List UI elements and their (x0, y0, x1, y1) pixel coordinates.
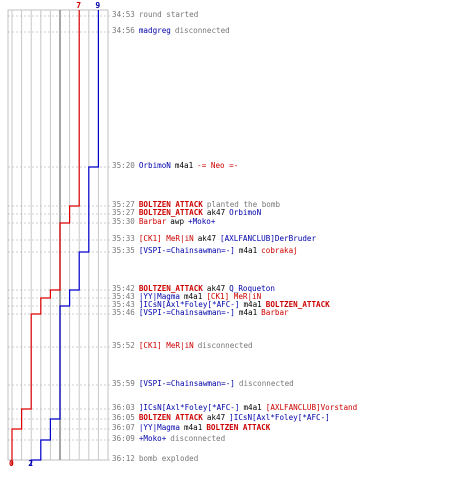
event-time: 35:35 (112, 246, 135, 255)
event-time: 35:20 (112, 161, 135, 170)
event-action: bomb exploded (138, 454, 199, 463)
event-time: 35:33 (112, 234, 135, 243)
weapon-name: ak47 (206, 208, 226, 217)
red-team-count-line (11, 10, 80, 465)
blue-start-count: 9 (95, 1, 101, 10)
player-name: [CK1] MeR|iN (206, 292, 262, 301)
weapon-name: ak47 (197, 234, 217, 243)
player-name: BOLTZEN_ATTACK (265, 300, 330, 309)
event-time: 35:59 (112, 379, 135, 388)
event-row: 35:43 |YY|Magma m4a1 [CK1] MeR|iN (112, 292, 261, 302)
player-name: BOLTZEN ATTACK (138, 413, 203, 422)
player-name: Q_Roqueton (229, 284, 275, 293)
player-name: madgreg (138, 26, 171, 35)
event-row: 36:12 bomb exploded (112, 454, 198, 464)
event-time: 35:42 (112, 284, 135, 293)
event-row: 34:56 madgreg disconnected (112, 26, 230, 36)
event-action: disconnected (238, 379, 294, 388)
event-time: 36:09 (112, 434, 135, 443)
event-row: 35:30 Barbar awp +Moko+ (112, 217, 215, 227)
weapon-name: ak47 (206, 284, 226, 293)
player-name: [AXLFANCLUB]DerBruder (220, 234, 317, 243)
player-name: [CK1] MeR|iN (138, 341, 194, 350)
player-name: |YY|Magma (138, 423, 181, 432)
blue-end-count: 2 (28, 459, 34, 468)
player-name: ]ICsN[Axl*Foley[*AFC-] (138, 300, 240, 309)
event-time: 35:46 (112, 308, 135, 317)
event-row: 35:46 [VSPI-=Chainsawman=-] m4a1 Barbar (112, 308, 289, 318)
player-name: BOLTZEN_ATTACK (138, 208, 203, 217)
event-row: 36:07 |YY|Magma m4a1 BOLTZEN ATTACK (112, 423, 270, 433)
event-row: 35:33 [CK1] MeR|iN ak47 [AXLFANCLUB]DerBrud… (112, 234, 316, 244)
player-name: OrbimoN (229, 208, 262, 217)
event-action: round started (138, 10, 199, 19)
player-name: [CK1] MeR|iN (138, 234, 194, 243)
event-row: 34:53 round started (112, 10, 198, 20)
event-time: 35:30 (112, 217, 135, 226)
event-time: 36:05 (112, 413, 135, 422)
player-name: BOLTZEN ATTACK (138, 200, 203, 209)
event-time: 35:52 (112, 341, 135, 350)
event-row: 35:27 BOLTZEN ATTACK planted the bomb (112, 200, 280, 210)
event-row: 35:52 [CK1] MeR|iN disconnected (112, 341, 253, 351)
event-action: disconnected (174, 26, 230, 35)
weapon-name: m4a1 (243, 403, 262, 412)
event-row: 35:43]ICsN[Axl*Foley[*AFC-] m4a1 BOLTZEN_A… (112, 300, 330, 310)
event-row: 36:09 +Moko+ disconnected (112, 434, 225, 444)
weapon-name: m4a1 (238, 246, 258, 255)
event-time: 36:07 (112, 423, 135, 432)
event-time: 35:27 (112, 200, 135, 209)
event-time: 35:27 (112, 208, 135, 217)
player-name: ]ICsN[Axl*Foley[*AFC-] (138, 403, 240, 412)
event-time: 35:43 (112, 300, 135, 309)
player-name: |YY|Magma (138, 292, 181, 301)
event-action: disconnected (170, 434, 226, 443)
player-name: [VSPI-=Chainsawman=-] (138, 379, 235, 388)
event-time: 34:56 (112, 26, 135, 35)
weapon-name: ak47 (206, 413, 226, 422)
event-row: 35:20 OrbimoN m4a1 -= Neo =- (112, 161, 238, 171)
event-row: 35:35 [VSPI-=Chainsawman=-] m4a1 cobrakaj (112, 246, 298, 256)
player-name: OrbimoN (138, 161, 171, 170)
event-action: disconnected (197, 341, 253, 350)
event-row: 36:03]ICsN[Axl*Foley[*AFC-] m4a1 [AXLFANCL… (112, 403, 357, 413)
red-start-count: 7 (76, 1, 82, 10)
graph-frame (7, 9, 109, 461)
blue-team-count-line (30, 10, 99, 465)
player-name: [VSPI-=Chainsawman=-] (138, 308, 235, 317)
event-action: planted the bomb (206, 200, 281, 209)
player-name: [AXLFANCLUB]Vorstand (265, 403, 358, 412)
player-name: -= Neo =- (197, 161, 239, 170)
weapon-name: awp (170, 217, 185, 226)
player-name: Barbar (138, 217, 167, 226)
event-time: 34:53 (112, 10, 135, 19)
player-name: BOLTZEN_ATTACK (138, 284, 203, 293)
weapon-name: m4a1 (184, 423, 203, 432)
player-name: cobrakaj (261, 246, 298, 255)
event-row: 36:05 BOLTZEN ATTACK ak47]ICsN[Axl*Foley[*… (112, 413, 330, 423)
weapon-name: m4a1 (238, 308, 258, 317)
event-row: 35:59 [VSPI-=Chainsawman=-] disconnected (112, 379, 294, 389)
weapon-name: m4a1 (243, 300, 262, 309)
player-count-graph (7, 9, 110, 465)
player-name: +Moko+ (138, 434, 167, 443)
weapon-name: m4a1 (184, 292, 203, 301)
weapon-name: m4a1 (174, 161, 194, 170)
event-time: 36:03 (112, 403, 135, 412)
event-time: 35:43 (112, 292, 135, 301)
event-time: 36:12 (112, 454, 135, 463)
player-name: [VSPI-=Chainsawman=-] (138, 246, 235, 255)
event-row: 35:42 BOLTZEN_ATTACK ak47 Q_Roqueton (112, 284, 275, 294)
player-name: ]ICsN[Axl*Foley[*AFC-] (229, 413, 330, 422)
event-row: 35:27 BOLTZEN_ATTACK ak47 OrbimoN (112, 208, 261, 218)
player-name: BOLTZEN ATTACK (206, 423, 271, 432)
player-name: Barbar (261, 308, 289, 317)
red-end-count: 0 (9, 459, 14, 468)
player-name: +Moko+ (188, 217, 216, 226)
